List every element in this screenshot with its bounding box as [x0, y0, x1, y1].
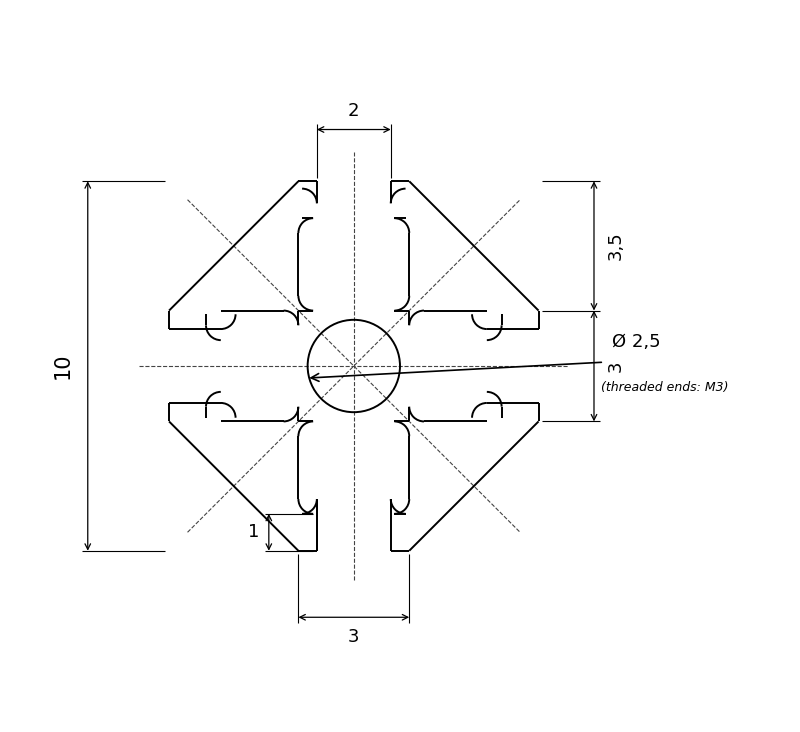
Text: 3,5: 3,5: [607, 231, 625, 261]
Text: 3: 3: [607, 360, 625, 372]
Text: 10: 10: [53, 353, 73, 379]
Text: Ø 2,5: Ø 2,5: [613, 333, 661, 351]
Text: 1: 1: [248, 523, 259, 541]
Text: 2: 2: [348, 102, 359, 120]
Text: 3: 3: [348, 628, 359, 646]
Text: (threaded ends: M3): (threaded ends: M3): [602, 381, 729, 394]
